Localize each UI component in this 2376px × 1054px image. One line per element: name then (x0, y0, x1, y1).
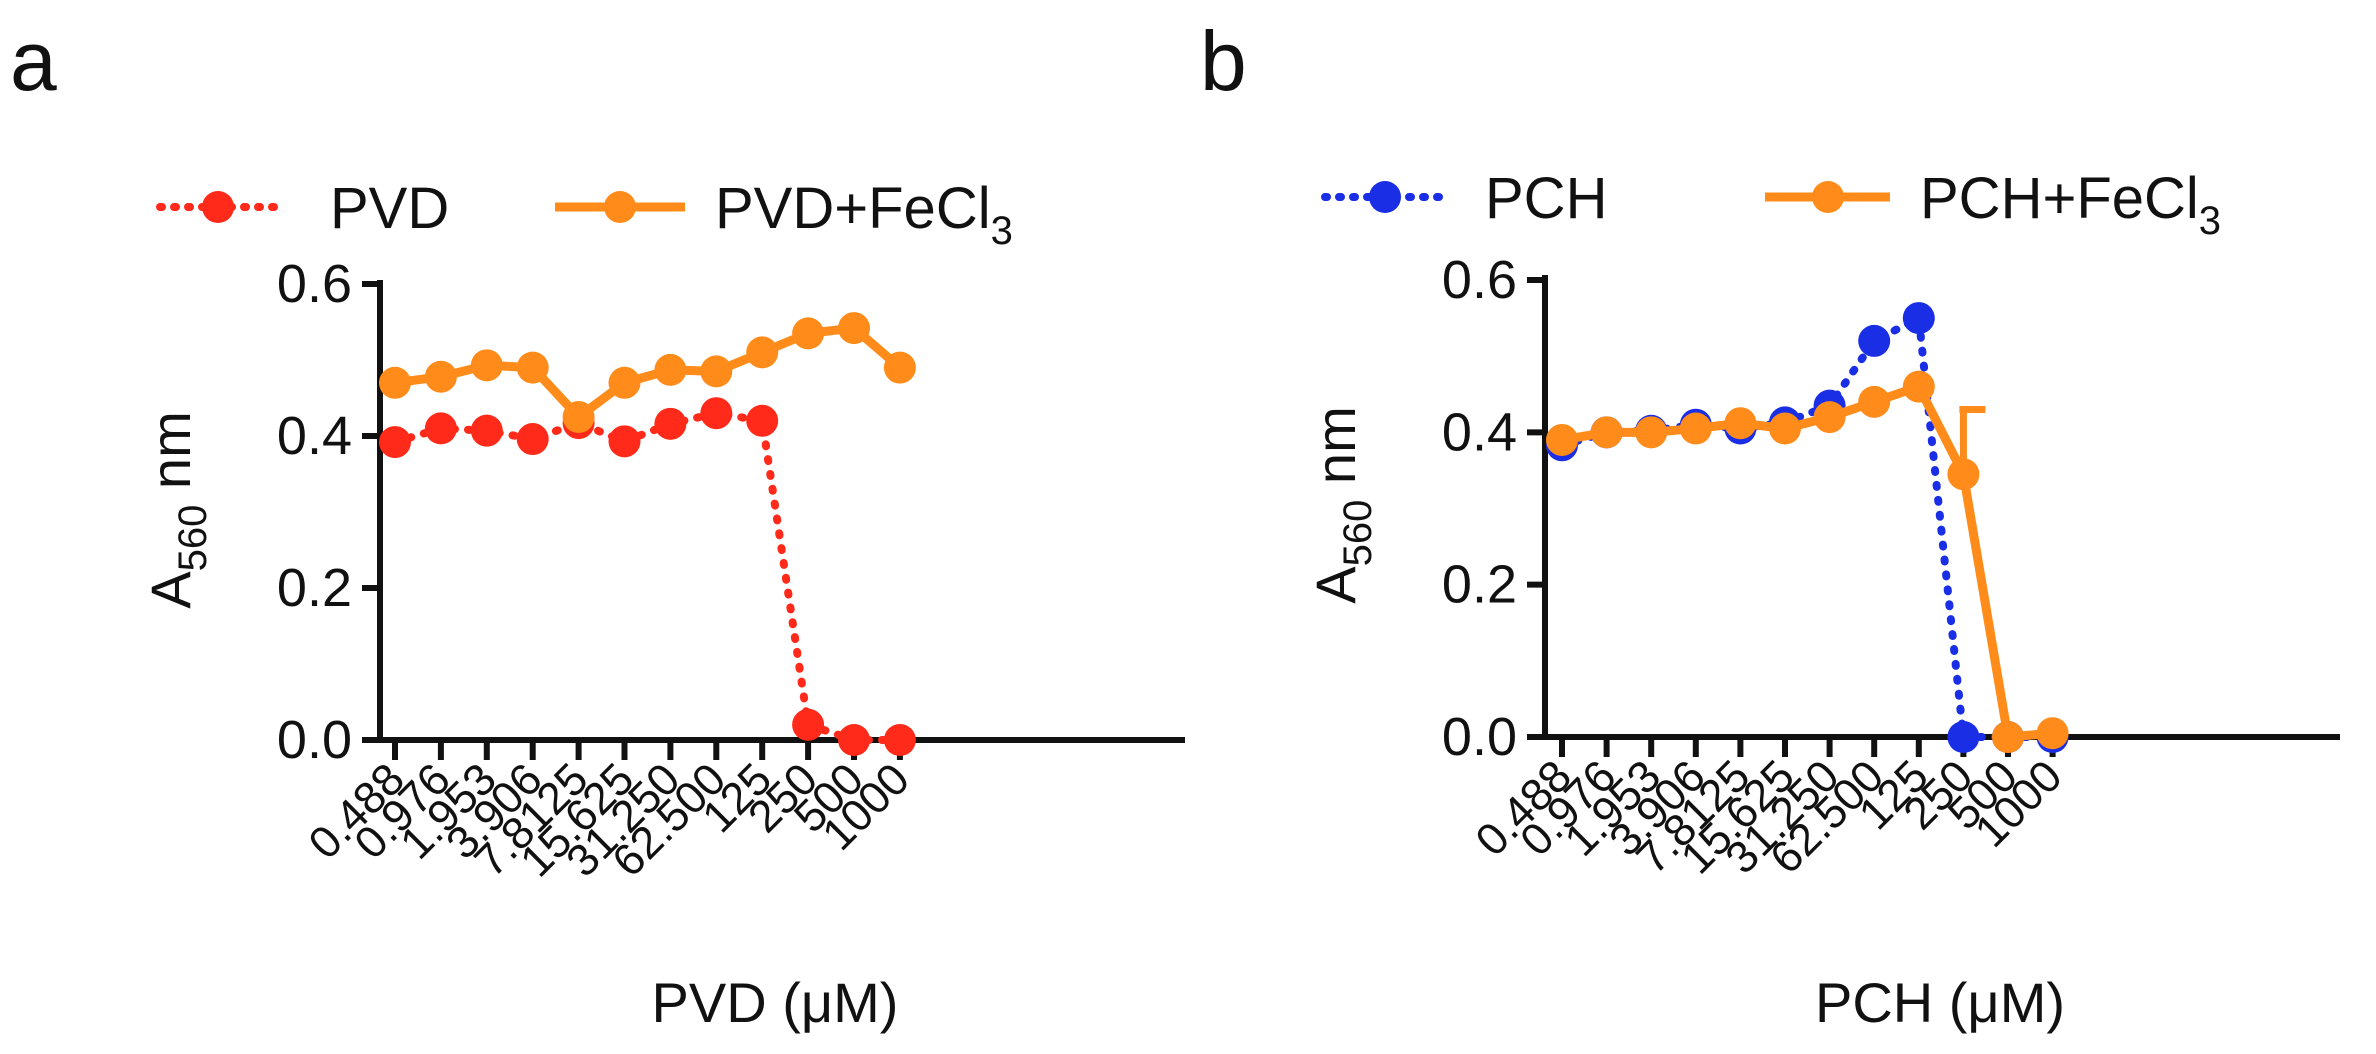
panel-b-y-ticks: 0.0 0.2 0.4 0.6 (1442, 250, 1545, 767)
point-pvd-fecl3 (608, 366, 641, 399)
point-pch-fecl3 (1769, 412, 1801, 445)
point-pvd (700, 397, 733, 430)
panel-a-x-ticks: 0.4880.9761.9533.9067.812515.62531.25062… (298, 740, 919, 886)
point-pvd-fecl3 (838, 312, 870, 345)
series-line-pch-fecl3 (1557, 382, 2058, 742)
point-pch (1902, 302, 1935, 335)
y-tick-label: 0.0 (1442, 707, 1517, 767)
legend-pch-label: PCH (1485, 166, 1607, 231)
point-pvd (608, 425, 641, 458)
legend-pch-marker (1369, 181, 1401, 213)
point-pch-fecl3 (1724, 407, 1757, 440)
legend-pvd-fecl3-marker (604, 191, 636, 223)
y-tick-label: 0.6 (1442, 250, 1517, 310)
point-pvd (654, 407, 687, 440)
point-pch (1858, 324, 1891, 357)
point-pch-fecl3 (1679, 412, 1712, 445)
panel-a: a PVD PVD+FeCl3 0.0 0.2 0.4 0.6 0.4880.9761… (10, 14, 1185, 1034)
point-pvd-fecl3 (883, 351, 916, 384)
point-pvd (379, 426, 411, 459)
point-pvd-fecl3 (700, 355, 733, 388)
point-pvd-fecl3 (424, 360, 457, 393)
point-pvd (470, 414, 503, 447)
point-pch-fecl3 (2036, 717, 2069, 750)
panel-b: b PCH PCH+FeCl3 0.0 0.2 0.4 0.6 0.4880.9761… (1200, 14, 2340, 1034)
panel-b-letter: b (1200, 14, 1247, 108)
legend-pvd-label: PVD (330, 176, 449, 241)
point-pvd-fecl3 (516, 351, 549, 384)
point-pvd-fecl3 (792, 317, 825, 350)
point-pvd-fecl3 (470, 349, 503, 382)
series-line-pvd (391, 409, 904, 744)
y-tick-label: 0.6 (277, 254, 352, 314)
point-pvd-fecl3 (746, 336, 779, 369)
y-tick-label: 0.0 (277, 710, 352, 770)
point-pvd (746, 404, 779, 437)
legend-pvd-marker (202, 191, 234, 223)
panel-a-x-axis-title: PVD (μM) (652, 971, 899, 1034)
point-pch-fecl3 (1947, 458, 1980, 491)
point-pch-fecl3 (1635, 416, 1668, 449)
point-pvd-fecl3 (562, 401, 595, 433)
point-pch-fecl3 (1858, 385, 1891, 418)
panel-a-y-axis-title: A560 nm (139, 411, 215, 608)
point-pch-fecl3 (1813, 401, 1846, 434)
point-pch-fecl3 (1902, 370, 1935, 403)
point-pvd-fecl3 (379, 366, 411, 399)
series-line-pvd-fecl3 (390, 323, 905, 422)
point-pvd (424, 412, 457, 445)
point-pch-fecl3 (1992, 721, 2024, 753)
point-pvd (516, 423, 549, 456)
point-pvd (792, 708, 825, 741)
series-line-pch (1558, 314, 2057, 741)
point-pch-fecl3 (1546, 423, 1578, 456)
panel-a-series (379, 312, 916, 756)
point-pvd-fecl3 (654, 353, 687, 386)
y-tick-label: 0.2 (277, 558, 352, 618)
point-pvd (883, 724, 916, 756)
y-tick-label: 0.2 (1442, 555, 1517, 615)
panel-b-x-ticks: 0.4880.9761.9533.9067.812515.62531.25062… (1465, 737, 2072, 883)
panel-b-legend: PCH PCH+FeCl3 (1321, 166, 2221, 243)
y-tick-label: 0.4 (277, 406, 352, 466)
legend-pch-fecl3-label: PCH+FeCl3 (1920, 166, 2221, 243)
panel-b-x-axis-title: PCH (μM) (1815, 971, 2065, 1034)
panel-a-letter: a (10, 14, 57, 108)
panel-a-legend: PVD PVD+FeCl3 (156, 176, 1013, 253)
legend-pch-fecl3-marker (1812, 181, 1844, 213)
legend-pvd-fecl3-label: PVD+FeCl3 (715, 176, 1013, 253)
point-pch (1947, 721, 1980, 753)
point-pch-fecl3 (1590, 416, 1623, 449)
panel-b-series (1546, 302, 2069, 753)
y-tick-label: 0.4 (1442, 402, 1517, 462)
point-pvd (838, 724, 870, 756)
panel-b-y-axis-title: A560 nm (1304, 406, 1380, 603)
panel-a-y-ticks: 0.0 0.2 0.4 0.6 (277, 254, 380, 770)
